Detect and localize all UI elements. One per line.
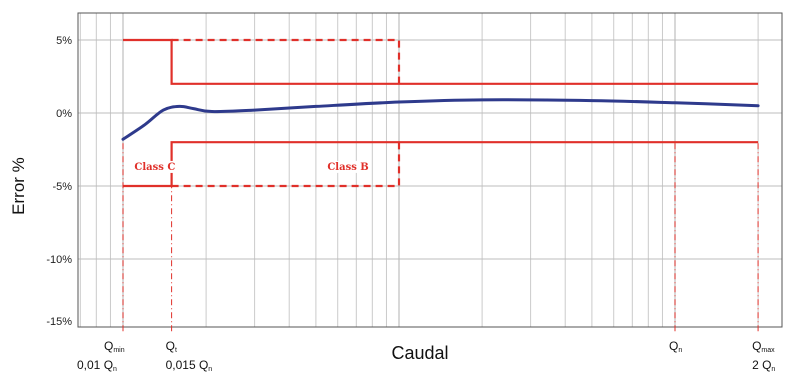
grid [78, 13, 782, 327]
marker-label: Qn [669, 339, 682, 354]
limit-line-class-b-upper [171, 38, 401, 84]
flow-markers [122, 143, 759, 333]
marker-label-secondary: 2 Qn [752, 358, 775, 373]
error-curve [121, 98, 760, 141]
marker-label-secondary: 0,01 Qn [77, 358, 117, 373]
y-tick-label: -10% [46, 254, 72, 266]
y-tick-label: -15% [46, 316, 72, 328]
marker-label: Qmax [752, 339, 775, 354]
y-axis-title: Error % [9, 157, 28, 215]
class-label-backing [325, 160, 370, 173]
y-axis-ticks: 5% 0% -5% -10% -15% [46, 35, 72, 328]
class-label: Class C [134, 162, 175, 173]
class-label-backing [132, 160, 177, 173]
marker-label-secondary: 0,015 Qn [166, 358, 213, 373]
plot-frame [77, 12, 783, 328]
limit-line-class-c-lower [123, 141, 759, 188]
y-tick-label: 5% [56, 35, 72, 47]
y-tick-label: 0% [56, 108, 72, 120]
flow-marker-labels: Qmin 0,01 Qn Qt 0,015 Qn Qn Qmax 2 Qn [77, 339, 775, 373]
marker-label: Qmin [104, 339, 125, 354]
class-labels: Class C Class B [132, 160, 370, 173]
limit-line-class-c-upper [123, 38, 759, 85]
marker-label: Qt [166, 339, 177, 354]
x-axis-title: Caudal [391, 343, 448, 363]
error-curve-line [121, 98, 760, 141]
class-label: Class B [327, 162, 368, 173]
y-tick-label: -5% [52, 181, 72, 193]
limit-line-class-b-lower [171, 142, 401, 188]
